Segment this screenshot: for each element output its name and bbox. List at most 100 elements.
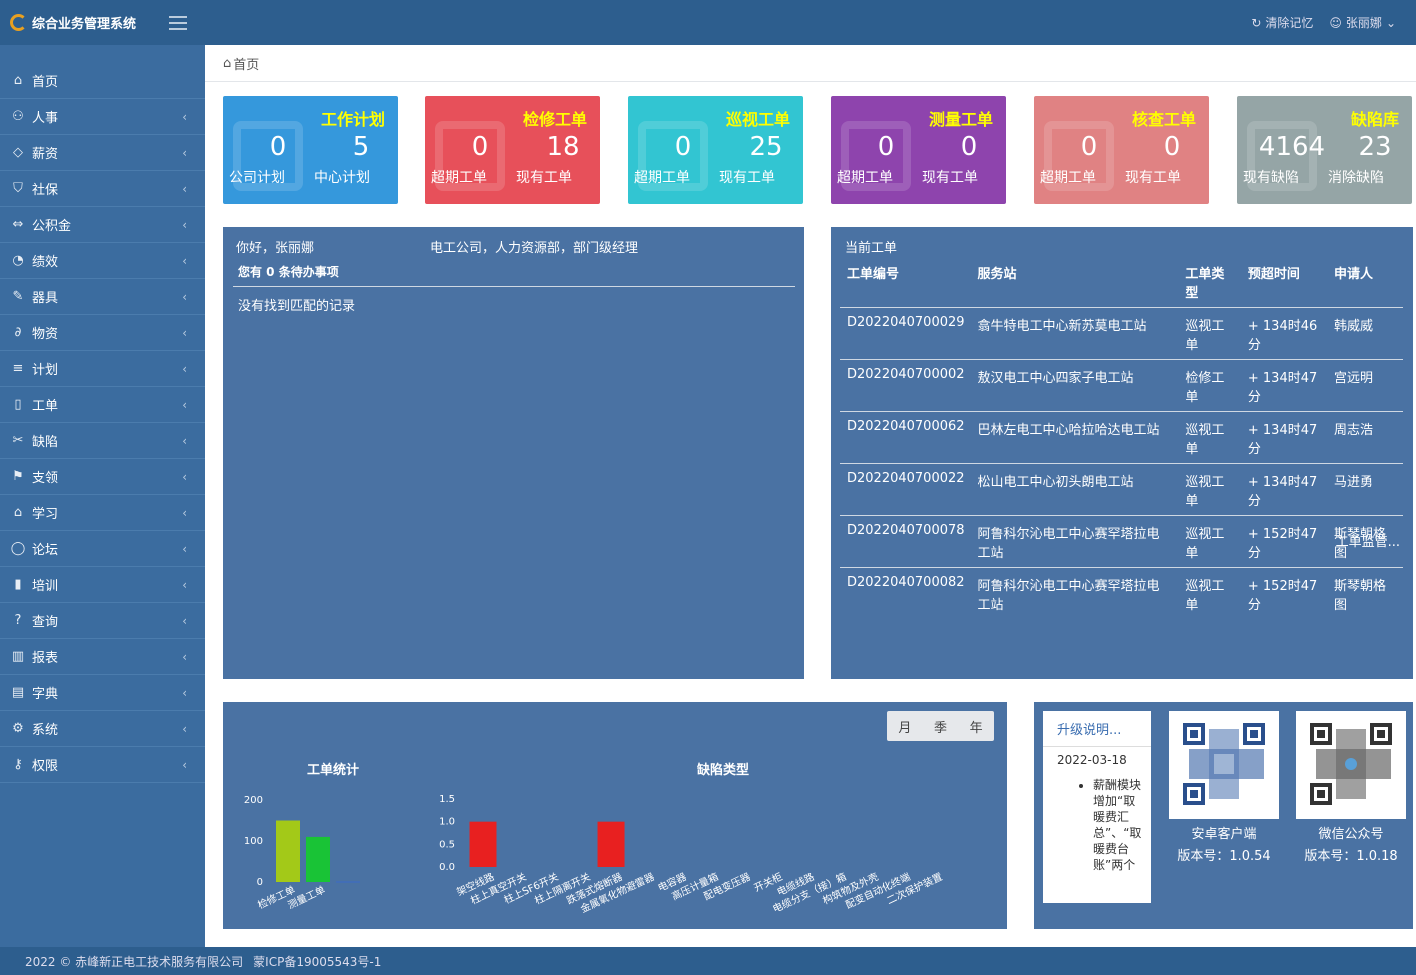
chevron-left-icon: ‹ [182,325,187,340]
empty-message: 没有找到匹配的记录 [238,299,356,314]
table-cell: 阿鲁科尔沁电工中心赛罕塔拉电工站 [977,579,1160,613]
table-row[interactable]: D2022040700002 敖汉电工中心四家子电工站 检修工单 + 134时47分宫… [840,359,1403,412]
table-cell: + 134时47分 [1240,463,1327,516]
sidebar-item-10[interactable]: ✂ 缺陷 ‹ [0,423,205,459]
question-icon: ? [14,613,22,628]
diamond-icon: ◇ [13,145,23,160]
logo-icon [10,14,27,31]
app-logo[interactable]: 综合业务管理系统 [0,0,205,45]
sidebar-item-13[interactable]: ◯ 论坛 ‹ [0,531,205,567]
stat-card-4[interactable]: 核查工单 0 0 超期工单 现有工单 [1034,96,1209,204]
link-icon: ⇔ [12,217,24,232]
card-value-a: 0 [471,132,489,162]
sidebar-item-16[interactable]: ▥ 报表 ‹ [0,639,205,675]
table-cell: 斯琴朝格图 [1326,515,1403,568]
menu-toggle-icon[interactable] [169,15,187,30]
stat-card-2[interactable]: 巡视工单 0 25 超期工单 现有工单 [628,96,803,204]
table-cell: + 152时47分 [1247,579,1318,613]
table-cell: 巡视工单 [1178,515,1241,568]
user-department: 电工公司，人力资源部，部门级经理 [430,241,639,256]
sidebar-item-label: 薪资 [32,147,59,162]
stat-card-0[interactable]: 工作计划 0 5 公司计划 中心计划 [223,96,398,204]
key-icon: ⚷ [13,757,23,772]
sidebar-item-label: 字典 [32,687,59,702]
sidebar-item-label: 绩效 [32,255,59,270]
stat-card-5[interactable]: 缺陷库 4164 23 现有缺陷 消除缺陷 [1237,96,1412,204]
clear-memory-button[interactable]: ↻ 清除记忆 [1251,15,1314,31]
card-title: 核查工单 [1131,110,1196,129]
table-cell: 巡视工单 [1178,463,1241,516]
main-content: ⌂ 首页 工作计划 0 5 公司计划 中心计划 检修工单 0 18 超期工单 现有工单 巡视工单 0 2… [205,45,1416,947]
y-tick-label: 0.0 [439,862,455,873]
card-label-b: 现有工单 [516,170,572,186]
workorder-panel: 当前工单 工单编号 服务站 工单类型 预超时间 申请人 D2022040700029 翕牛… [831,227,1413,679]
table-row[interactable]: D2022040700062 巴林左电工中心哈拉哈达电工站 巡视工单 + 134时47… [840,411,1403,464]
sidebar-item-0[interactable]: ⌂ 首页 [0,63,205,99]
sidebar-item-14[interactable]: ▮ 培训 ‹ [0,567,205,603]
chevron-left-icon: ‹ [182,217,187,232]
wechat-version: 版本号：1.0.18 [1304,849,1398,864]
divider [233,286,795,287]
top-header: 综合业务管理系统 ↻ 清除记忆 ☺ 张丽娜 ⌄ [0,0,1416,45]
period-switch: 月 季 年 [887,711,994,741]
column-header: 工单类型 [1178,261,1241,308]
table-row[interactable]: D2022040700078 阿鲁科尔沁电工中心赛罕塔拉电工站 巡视工单 + 152时… [840,515,1403,568]
bar [469,821,497,867]
stat-card-3[interactable]: 测量工单 0 0 超期工单 现有工单 [831,96,1006,204]
sidebar-item-8[interactable]: ≡ 计划 ‹ [0,351,205,387]
breadcrumb-home[interactable]: 首页 [233,57,260,73]
upgrade-date: 2022-03-18 [1057,753,1127,767]
period-year-tab[interactable]: 年 [969,720,983,736]
card-label-b: 现有工单 [719,170,775,186]
card-value-a: 4164 [1258,132,1326,162]
chevron-left-icon: ‹ [182,505,187,520]
period-quarter-tab[interactable]: 季 [933,720,947,736]
table-row[interactable]: D2022040700029 翕牛特电工中心新苏莫电工站 巡视工单 + 134时46分… [840,307,1403,360]
table-row[interactable]: D2022040700022 松山电工中心初头朗电工站 巡视工单 + 134时47分马… [840,463,1403,516]
gear-icon: ⚙ [12,721,24,736]
card-label-a: 超期工单 [1040,170,1096,186]
home-icon: ⌂ [13,73,23,88]
table-cell: 宫远明 [1326,359,1403,412]
period-month-tab[interactable]: 月 [898,720,912,736]
column-header: 服务站 [970,261,1179,308]
sidebar-item-15[interactable]: ? 查询 ‹ [0,603,205,639]
table-cell: 敖汉电工中心四家子电工站 [970,359,1179,412]
upgrade-title[interactable]: 升级说明... [1043,711,1151,747]
icp-link[interactable]: 蒙ICP备19005543号-1 [253,954,382,969]
sidebar-item-9[interactable]: ▯ 工单 ‹ [0,387,205,423]
footer: 2022 © 赤峰新正电工技术服务有限公司 蒙ICP备19005543号-1 [0,947,1416,975]
sidebar-item-label: 工单 [32,399,59,414]
card-value-b: 25 [749,132,783,162]
sidebar-item-19[interactable]: ⚷ 权限 ‹ [0,747,205,783]
sidebar-item-12[interactable]: ⌂ 学习 ‹ [0,495,205,531]
open-book-icon: ▤ [11,685,25,700]
workorder-more-link[interactable]: 工单监管... [1335,535,1400,550]
table-row[interactable]: D2022040700082 阿鲁科尔沁电工中心赛罕塔拉电工站 巡视工单 + 152时… [840,568,1403,620]
table-cell: 翕牛特电工中心新苏莫电工站 [970,307,1179,360]
user-menu[interactable]: ☺ 张丽娜 ⌄ [1329,15,1396,31]
qr-code-icon [1306,719,1396,809]
sidebar-item-2[interactable]: ◇ 薪资 ‹ [0,135,205,171]
table-cell: D2022040700082 [847,575,965,590]
sidebar-item-1[interactable]: ⚇ 人事 ‹ [0,99,205,135]
sidebar-item-label: 器具 [32,291,59,306]
sidebar-item-label: 支领 [32,471,59,486]
card-value-b: 0 [960,132,978,162]
home-icon[interactable]: ⌂ [223,55,232,71]
sidebar-item-5[interactable]: ◔ 绩效 ‹ [0,243,205,279]
sidebar-item-17[interactable]: ▤ 字典 ‹ [0,675,205,711]
list-icon: ≡ [12,361,24,376]
sidebar-item-4[interactable]: ⇔ 公积金 ‹ [0,207,205,243]
sidebar-item-6[interactable]: ✎ 器具 ‹ [0,279,205,315]
users-icon: ⚇ [12,109,24,124]
sidebar-item-18[interactable]: ⚙ 系统 ‹ [0,711,205,747]
card-title: 工作计划 [320,110,385,129]
stat-card-1[interactable]: 检修工单 0 18 超期工单 现有工单 [425,96,600,204]
qr-code-icon [1179,719,1269,809]
sidebar-item-11[interactable]: ⚑ 支领 ‹ [0,459,205,495]
bar [276,820,300,882]
sidebar-item-3[interactable]: ⛉ 社保 ‹ [0,171,205,207]
bar [306,836,330,882]
sidebar-item-7[interactable]: ∂ 物资 ‹ [0,315,205,351]
